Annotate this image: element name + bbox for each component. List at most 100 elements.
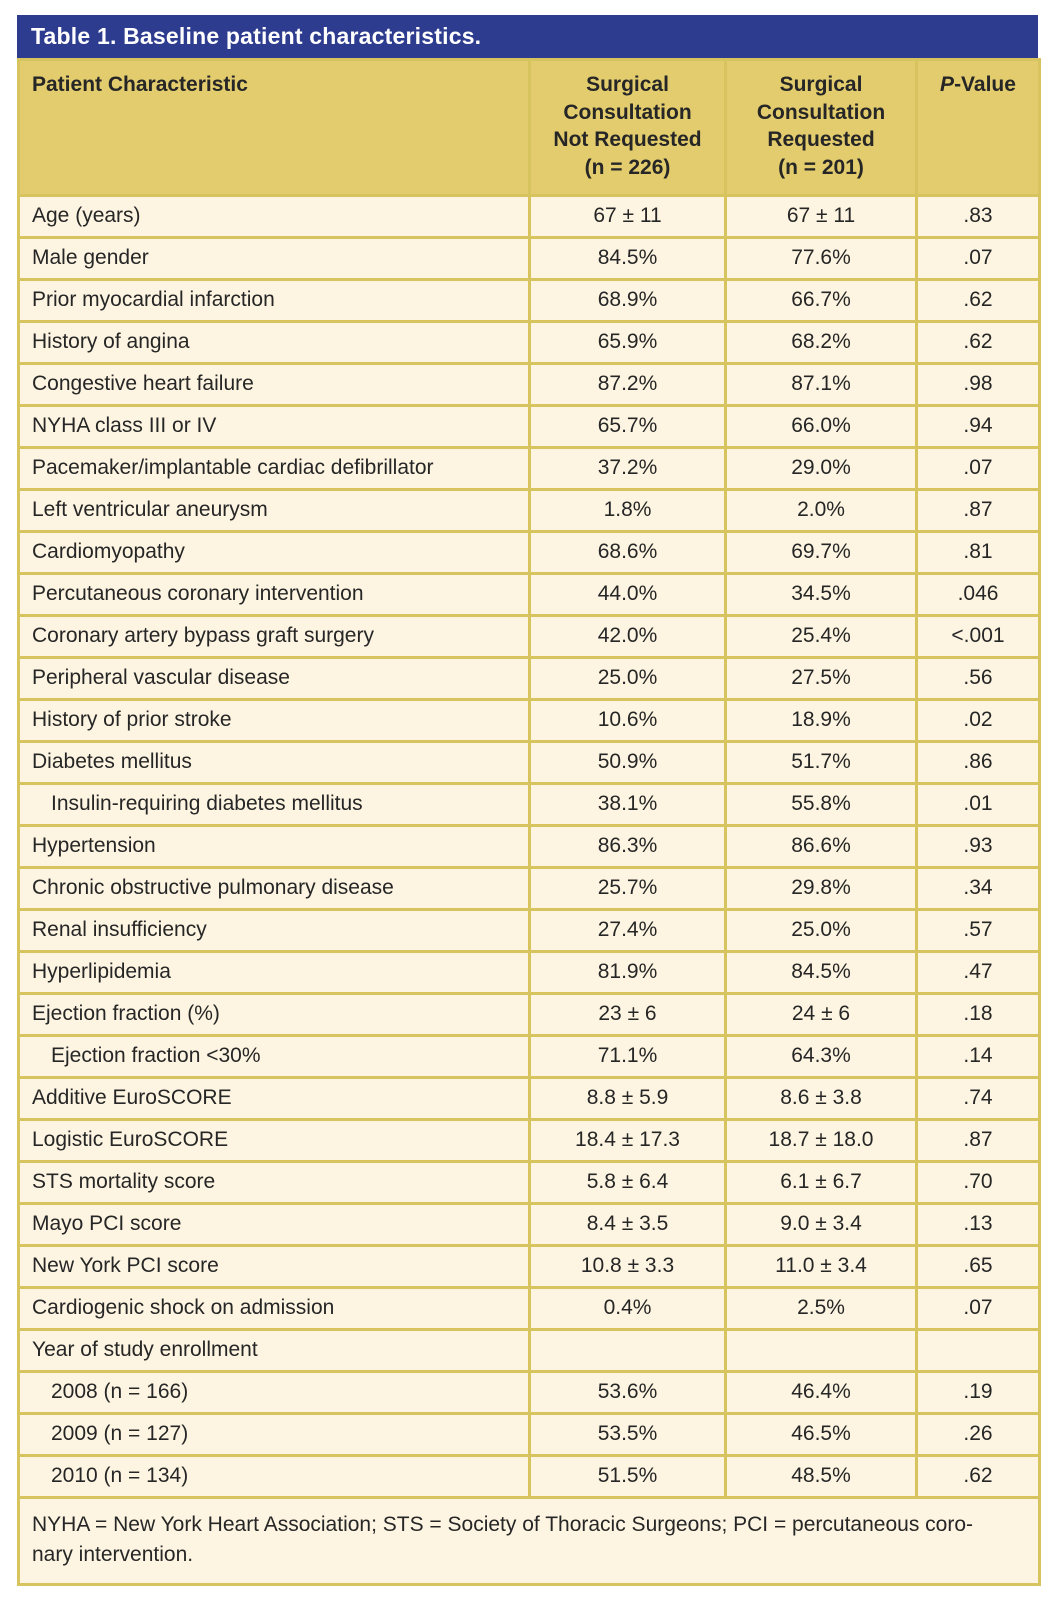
characteristic-cell: New York PCI score — [17, 1243, 531, 1289]
table-header: Patient Characteristic Surgical Consulta… — [17, 58, 1041, 197]
requested-value-cell: 67 ± 11 — [724, 193, 918, 239]
characteristic-cell: Congestive heart failure — [17, 361, 531, 407]
requested-value-cell: 66.7% — [724, 277, 918, 323]
table-row: 2008 (n = 166) 53.6% 46.4% .19 — [17, 1369, 1041, 1415]
table-title: Table 1. Baseline patient characteristic… — [31, 23, 482, 49]
characteristic-cell: Ejection fraction <30% — [17, 1033, 531, 1079]
characteristic-cell: Cardiogenic shock on admission — [17, 1285, 531, 1331]
requested-value-cell: 34.5% — [724, 571, 918, 617]
not-requested-value-cell: 23 ± 6 — [528, 991, 727, 1037]
table-row: Ejection fraction (%) 23 ± 6 24 ± 6.18 — [17, 991, 1041, 1037]
p-value-cell: .07 — [915, 1285, 1041, 1331]
table-footer: NYHA = New York Heart Association; STS =… — [17, 1495, 1041, 1586]
table-row: Prior myocardial infarction 68.9% 66.7% .62 — [17, 277, 1041, 323]
table-row: Additive EuroSCORE 8.8 ± 5.9 8.6 ± 3.8.74 — [17, 1075, 1041, 1121]
characteristic-cell: History of angina — [17, 319, 531, 365]
table-row: Hypertension 86.3% 86.6% .93 — [17, 823, 1041, 869]
not-requested-value-cell: 1.8% — [528, 487, 727, 533]
p-value-cell: .87 — [915, 487, 1041, 533]
table-row: NYHA class III or IV 65.7% 66.0% .94 — [17, 403, 1041, 449]
table-row: Insulin-requiring diabetes mellitus 38.1%… — [17, 781, 1041, 827]
table-row: Logistic EuroSCORE 18.4 ± 17.3 18.7 ± 18.0… — [17, 1117, 1041, 1163]
requested-value-cell: 51.7% — [724, 739, 918, 785]
p-value-cell: .19 — [915, 1369, 1041, 1415]
not-requested-value-cell: 81.9% — [528, 949, 727, 995]
not-requested-value-cell: 50.9% — [528, 739, 727, 785]
characteristic-cell: Logistic EuroSCORE — [17, 1117, 531, 1163]
table-row: Diabetes mellitus 50.9% 51.7% .86 — [17, 739, 1041, 785]
requested-value-cell: 27.5% — [724, 655, 918, 701]
characteristic-cell: Male gender — [17, 235, 531, 281]
requested-value-cell: 25.0% — [724, 907, 918, 953]
table-row: Peripheral vascular disease 25.0% 27.5% .56 — [17, 655, 1041, 701]
p-value-cell: .87 — [915, 1117, 1041, 1163]
requested-value-cell: 84.5% — [724, 949, 918, 995]
p-value-cell: .98 — [915, 361, 1041, 407]
requested-value-cell: 68.2% — [724, 319, 918, 365]
requested-value-cell: 64.3% — [724, 1033, 918, 1079]
requested-value-cell: 18.9% — [724, 697, 918, 743]
characteristic-cell: 2009 (n = 127) — [17, 1411, 531, 1457]
characteristic-cell: Peripheral vascular disease — [17, 655, 531, 701]
not-requested-value-cell: 86.3% — [528, 823, 727, 869]
p-value-cell: .62 — [915, 1453, 1041, 1499]
p-value-cell: .86 — [915, 739, 1041, 785]
p-value-cell: .93 — [915, 823, 1041, 869]
table-row: Age (years) 67 ± 11 67 ± 11.83 — [17, 193, 1041, 239]
footnote-line-1: NYHA = New York Heart Association; STS =… — [32, 1512, 974, 1536]
characteristic-cell: Pacemaker/implantable cardiac defibrilla… — [17, 445, 531, 491]
table-row: Ejection fraction <30% 71.1% 64.3% .14 — [17, 1033, 1041, 1079]
not-requested-value-cell: 68.9% — [528, 277, 727, 323]
characteristic-cell: Percutaneous coronary intervention — [17, 571, 531, 617]
characteristic-cell: Mayo PCI score — [17, 1201, 531, 1247]
characteristic-cell: Year of study enrollment — [17, 1327, 531, 1373]
requested-value-cell: 8.6 ± 3.8 — [724, 1075, 918, 1121]
table-row: Cardiogenic shock on admission 0.4% 2.5% .0… — [17, 1285, 1041, 1331]
characteristic-cell: Cardiomyopathy — [17, 529, 531, 575]
requested-value-cell: 6.1 ± 6.7 — [724, 1159, 918, 1205]
requested-value-cell: 29.8% — [724, 865, 918, 911]
not-requested-value-cell: 84.5% — [528, 235, 727, 281]
p-value-cell: .65 — [915, 1243, 1041, 1289]
table-title-bar: Table 1. Baseline patient characteristic… — [17, 15, 1038, 58]
table-row: Male gender 84.5% 77.6% .07 — [17, 235, 1041, 281]
not-requested-value-cell: 10.6% — [528, 697, 727, 743]
not-requested-value-cell: 10.8 ± 3.3 — [528, 1243, 727, 1289]
not-requested-value-cell: 37.2% — [528, 445, 727, 491]
characteristic-cell: STS mortality score — [17, 1159, 531, 1205]
p-value-cell: .14 — [915, 1033, 1041, 1079]
requested-value-cell: 48.5% — [724, 1453, 918, 1499]
not-requested-value-cell: 65.7% — [528, 403, 727, 449]
requested-value-cell: 9.0 ± 3.4 — [724, 1201, 918, 1247]
not-requested-value-cell: 65.9% — [528, 319, 727, 365]
p-value-cell: .70 — [915, 1159, 1041, 1205]
not-requested-value-cell: 68.6% — [528, 529, 727, 575]
p-value-cell: .26 — [915, 1411, 1041, 1457]
table-row: STS mortality score 5.8 ± 6.4 6.1 ± 6.7.70 — [17, 1159, 1041, 1205]
characteristic-cell: Additive EuroSCORE — [17, 1075, 531, 1121]
table-row: Left ventricular aneurysm 1.8% 2.0% .87 — [17, 487, 1041, 533]
not-requested-value-cell: 8.4 ± 3.5 — [528, 1201, 727, 1247]
p-value-cell: .13 — [915, 1201, 1041, 1247]
requested-value-cell: 86.6% — [724, 823, 918, 869]
p-value-cell: .62 — [915, 277, 1041, 323]
table-row: Chronic obstructive pulmonary disease 25.… — [17, 865, 1041, 911]
table-row: Hyperlipidemia 81.9% 84.5% .47 — [17, 949, 1041, 995]
not-requested-value-cell — [528, 1327, 727, 1373]
p-value-cell: .07 — [915, 445, 1041, 491]
table-row: 2009 (n = 127) 53.5% 46.5% .26 — [17, 1411, 1041, 1457]
table-body: Age (years) 67 ± 11 67 ± 11.83 Male gender 8… — [17, 193, 1041, 1499]
table-row: Cardiomyopathy 68.6% 69.7% .81 — [17, 529, 1041, 575]
characteristic-cell: 2008 (n = 166) — [17, 1369, 531, 1415]
p-value-cell: .83 — [915, 193, 1041, 239]
header-p-value: P-Value — [915, 58, 1041, 197]
not-requested-value-cell: 44.0% — [528, 571, 727, 617]
p-value-italic-p: P — [940, 73, 955, 96]
requested-value-cell — [724, 1327, 918, 1373]
requested-value-cell: 46.5% — [724, 1411, 918, 1457]
header-patient-characteristic: Patient Characteristic — [17, 58, 531, 197]
characteristic-cell: Ejection fraction (%) — [17, 991, 531, 1037]
p-value-cell: .046 — [915, 571, 1041, 617]
header-consultation-not-requested: Surgical Consultation Not Requested (n =… — [528, 58, 727, 197]
